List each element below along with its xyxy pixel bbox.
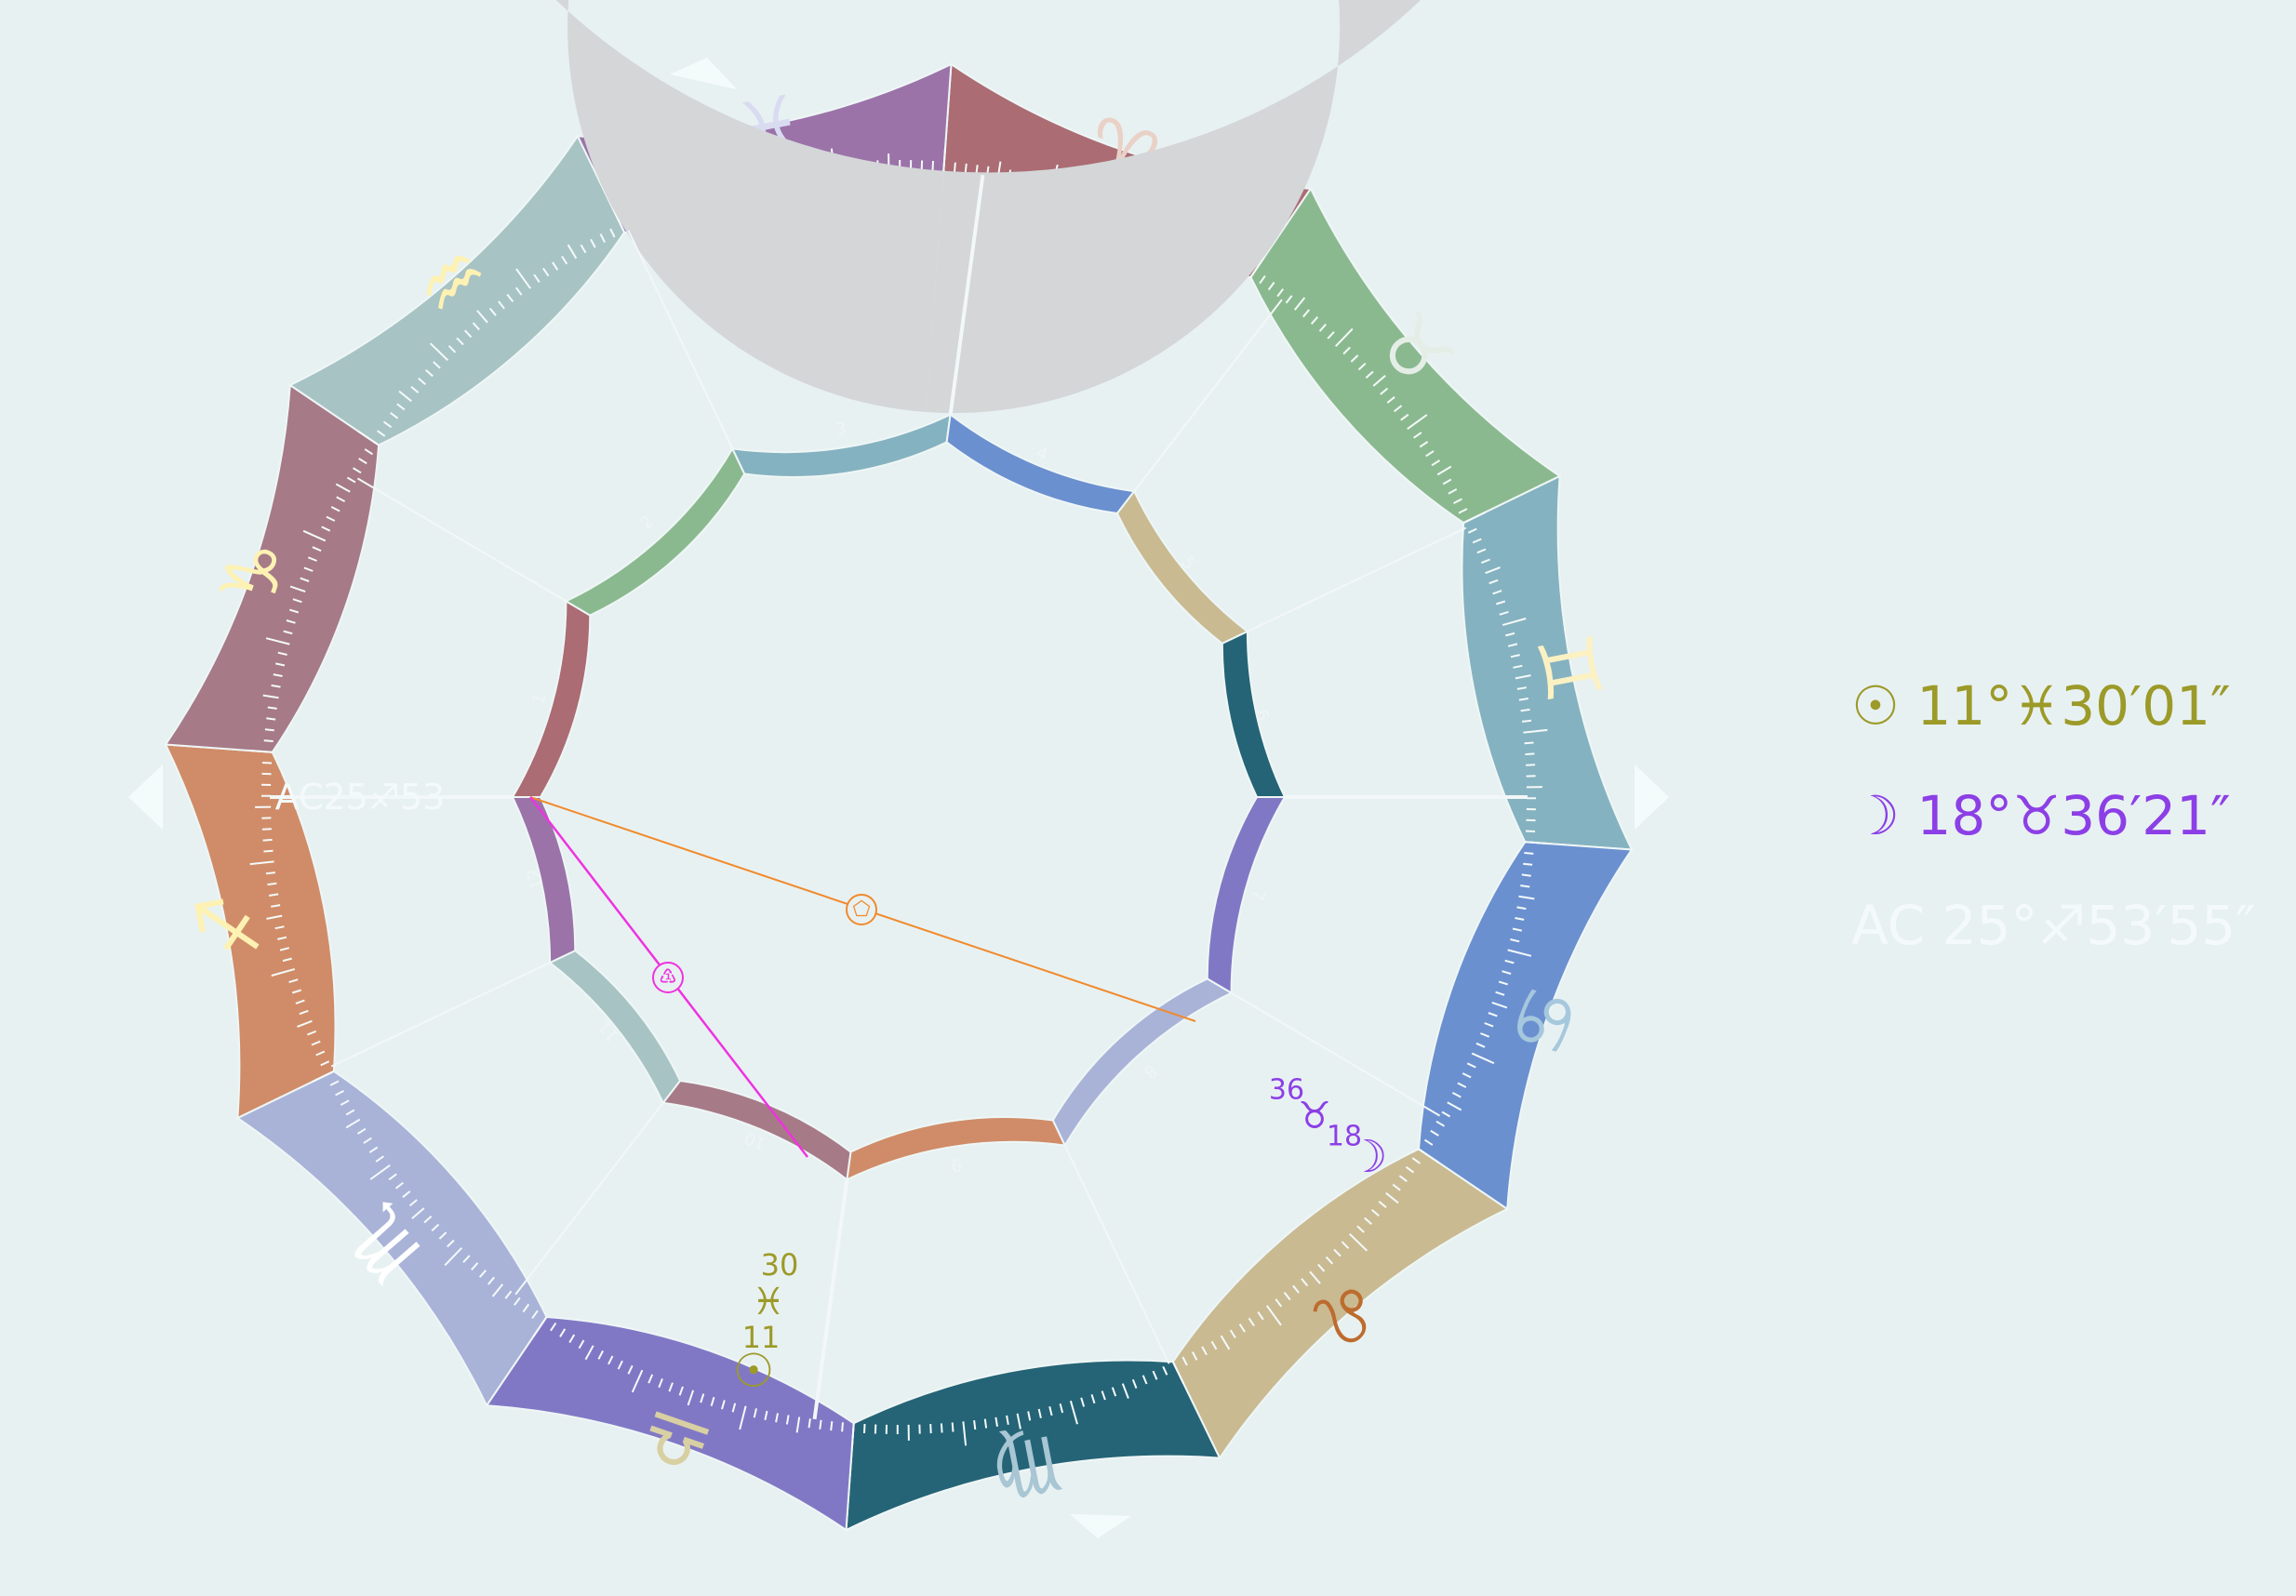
- pisces-icon: ♓: [752, 1281, 785, 1323]
- house-segment-12: [511, 796, 577, 964]
- ascendant-label: AC25♐53: [275, 777, 446, 818]
- legend-sun: ☉ 11°♓30′01″: [1851, 674, 2231, 738]
- planet-markers: 30♓11☉ 36♉18☽: [733, 1074, 1388, 1399]
- quintile-icon: ⬠: [852, 898, 870, 922]
- house-number: 12: [524, 866, 548, 891]
- degree-tick-marks: [247, 146, 1550, 1448]
- taurus-icon: ♉: [1298, 1095, 1331, 1137]
- virgo-icon: ♍: [985, 1416, 1069, 1516]
- house-number: 3: [834, 419, 848, 441]
- biquintile-marker: [652, 962, 684, 993]
- moon-icon: ☽: [1347, 1131, 1387, 1183]
- house-number: 4: [1034, 443, 1051, 465]
- quintile-marker: [846, 894, 877, 925]
- axis-markers: [128, 58, 1669, 1538]
- position-legend: ☉ 11°♓30′01″ ☽ 18°♉36′21″ AC 25°♐53′55″: [1851, 651, 2256, 980]
- house-cusp-line: [948, 174, 985, 416]
- aspect-lines: ⬠♳: [529, 796, 1196, 1158]
- moon-minute: 36: [1269, 1074, 1304, 1107]
- house-cusp-line: [1133, 299, 1283, 492]
- house-cusps: [270, 174, 1528, 1420]
- moon-degree: 18: [1327, 1121, 1362, 1153]
- biquintile-icon: ♳: [659, 966, 677, 990]
- ascendant-label-text: AC25♐53: [275, 777, 446, 818]
- house-cusp-line: [812, 1178, 849, 1420]
- house-cusp-line: [1063, 1145, 1170, 1364]
- degree-ticks: [247, 146, 1550, 1448]
- legend-ascendant: AC 25°♐53′55″: [1851, 894, 2256, 957]
- chart-center: [541, 439, 1257, 1155]
- house-cusp-line: [627, 230, 734, 449]
- house-cusp-line: [356, 477, 567, 603]
- house-number: 6: [1251, 708, 1273, 723]
- house-cusp-line: [1247, 526, 1467, 632]
- house-number: 1: [528, 692, 550, 708]
- house-cusp-line: [330, 962, 551, 1068]
- house-cusp-line: [514, 1102, 664, 1296]
- sun-degree: 11: [742, 1320, 781, 1355]
- house-number: 9: [950, 1154, 964, 1176]
- gemini-icon: ♊: [1518, 626, 1618, 710]
- house-number: 8: [1140, 1060, 1161, 1082]
- house-number: 7: [1247, 887, 1268, 903]
- legend-moon: ☽ 18°♉36′21″: [1851, 784, 2231, 847]
- sagittarius-icon: ♐: [180, 884, 279, 967]
- axis-marker: [1070, 1514, 1131, 1538]
- axis-marker: [670, 58, 737, 89]
- axis-marker: [1635, 765, 1669, 830]
- sun-minute: 30: [761, 1247, 799, 1283]
- sun-icon: ☉: [733, 1344, 775, 1398]
- house-field-ring: [360, 0, 1617, 1155]
- axis-marker: [128, 765, 163, 830]
- house-number: 2: [636, 512, 658, 533]
- house-cusp-line: [1231, 991, 1441, 1117]
